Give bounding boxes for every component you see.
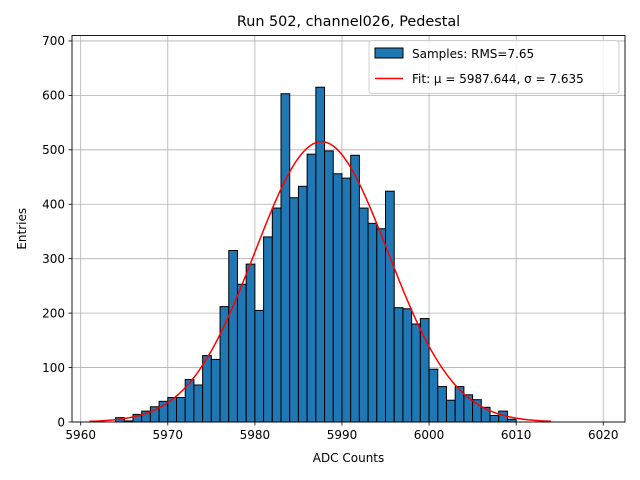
histogram-bar — [210, 358, 221, 423]
histogram-bar — [332, 173, 343, 423]
histogram-bar — [254, 309, 265, 423]
chart-title: Run 502, channel026, Pedestal — [237, 14, 460, 30]
x-tick-label: 5970 — [153, 428, 184, 442]
histogram-bar — [315, 86, 326, 423]
legend-label-fit: Fit: μ = 5987.644, σ = 7.635 — [412, 72, 584, 86]
y-tick-label: 400 — [42, 198, 65, 212]
histogram-bar — [341, 177, 352, 423]
histogram-bar — [463, 394, 474, 423]
x-tick-label: 6020 — [588, 428, 619, 442]
histogram-bar — [245, 263, 256, 423]
x-axis-ticks: 5960 5970 5980 5990 6000 6010 6020 — [65, 422, 619, 442]
y-axis-label: Entries — [15, 208, 29, 250]
y-tick-label: 0 — [57, 415, 65, 429]
y-tick-label: 300 — [42, 252, 65, 266]
histogram-bar — [350, 154, 360, 423]
histogram-bar — [489, 414, 500, 423]
histogram-bar — [297, 185, 308, 423]
histogram-bar — [402, 308, 413, 423]
histogram-bar — [228, 250, 238, 423]
x-tick-label: 5990 — [327, 428, 358, 442]
histogram-bar — [393, 307, 404, 423]
histogram-bar — [419, 318, 430, 423]
histogram-bar — [385, 190, 395, 423]
legend: Samples: RMS=7.65 Fit: μ = 5987.644, σ =… — [368, 40, 620, 94]
plot-frame — [71, 35, 626, 423]
histogram-bar — [306, 153, 317, 423]
histogram-bar — [202, 355, 212, 423]
histogram-bar — [376, 228, 387, 423]
histogram-bar — [289, 197, 299, 423]
legend-label-samples: Samples: RMS=7.65 — [412, 47, 534, 61]
x-tick-label: 6000 — [414, 428, 445, 442]
histogram-bar — [236, 283, 247, 423]
histogram-bar — [437, 386, 447, 423]
histogram-bar — [280, 93, 291, 423]
legend-patch-samples — [374, 47, 404, 59]
x-tick-label: 6010 — [501, 428, 532, 442]
histogram-bar — [367, 222, 378, 423]
histogram-bar — [428, 368, 439, 423]
y-tick-label: 600 — [42, 89, 65, 103]
y-axis-ticks: 0 100 200 300 400 500 600 700 — [42, 34, 72, 429]
y-tick-label: 700 — [42, 34, 65, 48]
histogram-bar — [324, 150, 334, 423]
histogram-bar — [445, 399, 456, 423]
x-tick-label: 5980 — [240, 428, 271, 442]
histogram-bar — [176, 397, 186, 423]
y-tick-label: 500 — [42, 143, 65, 157]
histogram-bar — [358, 207, 369, 423]
histogram-bar — [263, 236, 273, 423]
histogram-bar — [411, 323, 421, 423]
histogram-bar — [158, 400, 169, 423]
histogram-bar — [193, 384, 204, 423]
y-tick-label: 200 — [42, 306, 65, 320]
legend-box — [368, 40, 620, 94]
x-tick-label: 5960 — [65, 428, 96, 442]
y-tick-label: 100 — [42, 361, 65, 375]
histogram-bar — [271, 207, 282, 423]
x-axis-label: ADC Counts — [313, 451, 385, 465]
gaussian-fit-line — [89, 140, 552, 423]
